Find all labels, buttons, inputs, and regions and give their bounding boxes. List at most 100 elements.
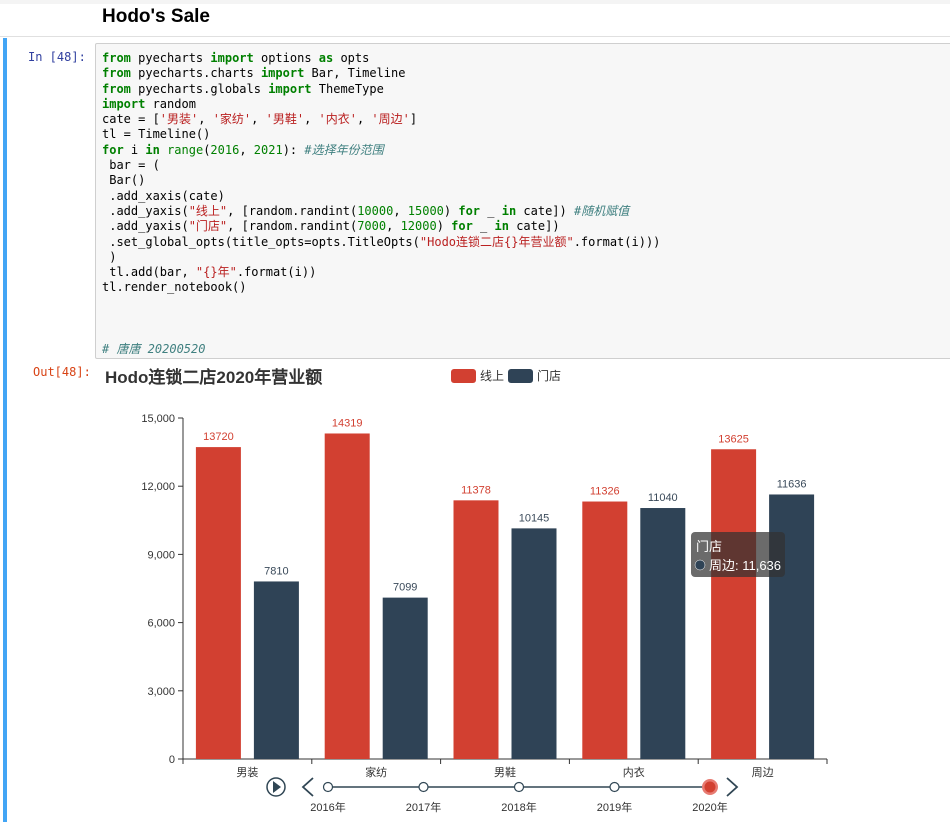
code-input-area[interactable]: from pyecharts import options as opts fro… xyxy=(95,43,950,359)
chart-title: Hodo连锁二店2020年营业额 xyxy=(105,367,322,387)
code-token: .add_xaxis(cate) xyxy=(102,188,225,203)
code-line: from pyecharts.charts import Bar, Timeli… xyxy=(102,66,660,81)
code-text[interactable]: from pyecharts import options as opts fro… xyxy=(102,51,660,357)
code-token: 7000 xyxy=(357,219,387,234)
x-tick-label: 家纺 xyxy=(365,765,387,779)
x-tick-label: 男鞋 xyxy=(494,765,516,779)
code-token: random xyxy=(145,96,196,111)
code-token: "线上" xyxy=(188,203,228,218)
code-line: for i in range(2016, 2021): #选择年份范围 xyxy=(102,143,660,158)
bar-online xyxy=(453,500,499,759)
tooltip-text: 周边: 11,636 xyxy=(709,558,781,573)
code-token: bar = ( xyxy=(102,158,160,173)
code-token: range xyxy=(167,142,204,157)
y-tick-label: 3,000 xyxy=(147,686,175,698)
code-token: for xyxy=(458,203,481,218)
data-label: 14319 xyxy=(332,417,363,429)
code-token: ) xyxy=(443,203,459,218)
code-line: cate = ['男装', '家纺', '男鞋', '内衣', '周边'] xyxy=(102,112,660,127)
code-line: .add_xaxis(cate) xyxy=(102,189,660,204)
timeline-dot[interactable] xyxy=(609,781,620,793)
code-token: .format(i)) xyxy=(236,265,317,280)
tooltip-series: 门店 xyxy=(696,539,722,554)
code-line: ​ xyxy=(102,326,660,341)
code-line: .set_global_opts(title_opts=opts.TitleOp… xyxy=(102,235,660,250)
code-token: import xyxy=(268,81,312,96)
timeline-play-button[interactable] xyxy=(266,777,286,797)
tooltip-box xyxy=(691,532,785,577)
y-tick-label: 6,000 xyxy=(147,618,175,630)
code-line: tl.render_notebook() xyxy=(102,280,660,295)
play-icon xyxy=(273,781,281,793)
top-strip xyxy=(0,0,950,4)
code-token: #选择年份范围 xyxy=(304,142,384,157)
timeline-dot[interactable] xyxy=(513,781,525,793)
code-token: .add_yaxis( xyxy=(102,203,189,218)
x-tick-label: 周边 xyxy=(752,766,774,779)
x-tick-label: 男装 xyxy=(236,766,258,779)
code-token: in xyxy=(145,142,160,157)
timeline-dot-selected[interactable] xyxy=(704,781,716,793)
timeline-dot[interactable] xyxy=(322,781,334,793)
code-token: '内衣' xyxy=(318,112,357,127)
code-line: ​ xyxy=(102,311,660,326)
code-token: Bar() xyxy=(102,173,146,188)
code-token: as xyxy=(318,51,334,65)
code-line: from pyecharts import options as opts xyxy=(102,51,660,66)
bar-chart: Hodo连锁二店2020年营业额 线上 门店03,0006,0009,00012,0… xyxy=(105,367,828,814)
timeline-label: 2019年 xyxy=(597,800,632,814)
data-label: 11378 xyxy=(461,484,491,496)
code-token: for xyxy=(451,219,473,234)
tooltip-marker xyxy=(694,559,706,571)
code-token: import xyxy=(102,96,146,111)
code-token: ThemeType xyxy=(311,81,384,96)
x-tick-label: 内衣 xyxy=(623,765,645,779)
code-token: from xyxy=(102,51,131,65)
timeline-next-button[interactable] xyxy=(726,777,739,797)
code-token: "门店" xyxy=(188,219,228,234)
data-label: 11326 xyxy=(590,486,620,498)
timeline-dot[interactable] xyxy=(418,781,429,793)
code-line: ) xyxy=(102,250,660,265)
code-token: , xyxy=(393,203,408,218)
code-token: cate = [ xyxy=(102,112,160,127)
selected-cell-indicator xyxy=(3,38,7,822)
timeline-label: 2017年 xyxy=(406,800,441,814)
timeline-label: 2018年 xyxy=(501,800,536,814)
markdown-heading: Hodo's Sale xyxy=(102,6,210,27)
legend-swatch-online xyxy=(451,369,476,383)
code-token: , [random.randint( xyxy=(227,203,358,218)
code-line: # 唐唐 20200520 xyxy=(102,342,660,357)
code-token: , [random.randint( xyxy=(227,219,358,234)
code-token: ] xyxy=(409,112,418,127)
code-token: pyecharts.globals xyxy=(130,81,269,96)
code-token: 15000 xyxy=(407,203,444,218)
code-token: from xyxy=(102,66,131,81)
timeline-label: 2016年 xyxy=(310,800,345,814)
timeline-prev-button[interactable] xyxy=(301,777,314,797)
code-token: , xyxy=(386,219,401,234)
code-line: bar = ( xyxy=(102,158,660,173)
code-line: .add_yaxis("门店", [random.randint(7000, 1… xyxy=(102,219,660,234)
code-token: cate]) xyxy=(516,203,574,218)
data-label: 10145 xyxy=(519,512,550,524)
code-token: , xyxy=(239,142,254,157)
code-line: tl.add(bar, "{}年".format(i)) xyxy=(102,265,660,280)
bar-online xyxy=(582,501,628,759)
code-token: .set_global_opts(title_opts=opts.TitleOp… xyxy=(102,234,420,249)
code-token: 2021 xyxy=(253,142,283,157)
code-line: Bar() xyxy=(102,173,660,188)
bar-store xyxy=(382,597,428,759)
code-line: import random xyxy=(102,97,660,112)
code-token: ) xyxy=(436,219,452,234)
bar-online xyxy=(711,449,757,759)
code-token: "{}年" xyxy=(195,265,237,280)
code-token: '家纺' xyxy=(212,112,252,127)
code-token: , xyxy=(251,112,266,127)
code-token: pyecharts xyxy=(130,51,211,65)
y-tick-label: 12,000 xyxy=(141,481,175,493)
cell-separator xyxy=(0,36,950,37)
output-area: Hodo连锁二店2020年营业额 线上 门店 0 3,000 6,000 9,000 12,0… xyxy=(95,362,950,822)
code-line: from pyecharts.globals import ThemeType xyxy=(102,82,660,97)
y-tick-label: 9,000 xyxy=(147,549,175,561)
